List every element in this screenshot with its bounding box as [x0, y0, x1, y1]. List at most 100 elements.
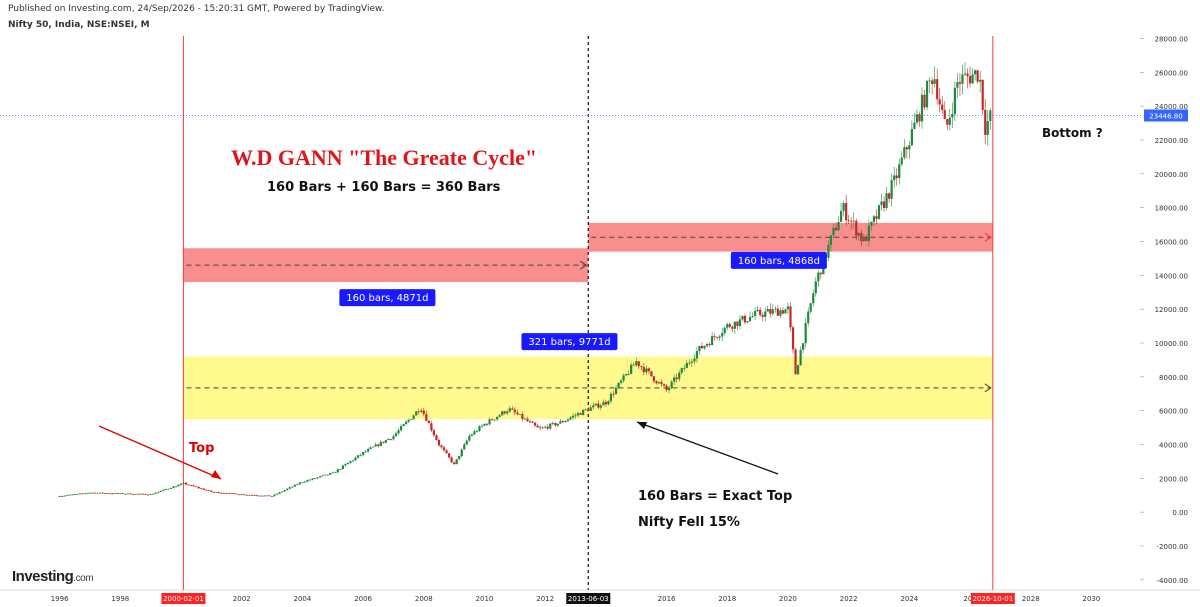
- candle-body: [769, 309, 772, 314]
- candle-body: [723, 327, 726, 334]
- candle-body: [657, 382, 661, 384]
- candle-body: [890, 180, 893, 199]
- exact-top-arrow-shaft: [636, 421, 779, 475]
- date-marker-label: 2026-10-01: [972, 595, 1013, 603]
- candle-body: [157, 491, 160, 493]
- candle-body: [531, 421, 534, 423]
- zone-arrow: [984, 383, 992, 393]
- candle-body: [931, 80, 934, 84]
- y-tick-label: 24000.00: [1155, 103, 1188, 111]
- candle-body: [986, 121, 989, 135]
- candle-body: [559, 421, 562, 424]
- exact-top-arrow-head: [637, 422, 647, 429]
- candle-body: [966, 73, 969, 77]
- candle-body: [872, 216, 876, 222]
- candle-body: [885, 193, 888, 209]
- candle-body: [503, 411, 506, 414]
- candle-body: [288, 487, 291, 489]
- candle-body: [574, 415, 577, 417]
- candle-body: [582, 409, 585, 415]
- candle-body: [490, 419, 494, 421]
- candle-body: [190, 485, 193, 486]
- y-tick-label: 18000.00: [1155, 205, 1188, 213]
- annotations-layer: 160 bars, 4871d 321 bars, 9771d 160 bars, …: [98, 126, 1103, 530]
- candle-body: [473, 431, 476, 435]
- candle-body: [943, 110, 946, 120]
- candle-body: [528, 421, 532, 423]
- candle-body: [369, 447, 372, 450]
- candle-body: [468, 435, 471, 441]
- candle-body: [837, 221, 840, 231]
- candle-body: [915, 114, 919, 123]
- candle-body: [875, 216, 878, 219]
- candle-body: [402, 424, 405, 427]
- symbol-title: Nifty 50, India, NSE:NSEI, M: [8, 20, 150, 30]
- candle-body: [356, 455, 360, 458]
- candle-body: [167, 488, 170, 490]
- candle-body: [933, 79, 936, 84]
- y-tick-label: 14000.00: [1155, 272, 1188, 280]
- measure-label-box: [730, 251, 827, 269]
- candle-body: [450, 457, 453, 463]
- candle-body: [508, 408, 511, 412]
- candle-body: [420, 410, 423, 412]
- candle-body: [460, 449, 463, 457]
- candle-body: [212, 491, 215, 493]
- candle-body: [225, 493, 228, 494]
- candle-body: [195, 486, 198, 488]
- candle-body: [303, 481, 307, 483]
- candle-body: [710, 336, 714, 346]
- candle-body: [951, 113, 954, 118]
- candle-body: [367, 449, 370, 452]
- candle-body: [276, 493, 279, 495]
- candle-body: [106, 493, 109, 494]
- y-tick-label: 8000.00: [1159, 374, 1188, 382]
- candle-body: [584, 409, 587, 411]
- candle-body: [362, 452, 365, 455]
- candle-body: [905, 147, 908, 150]
- candle-body: [498, 415, 501, 417]
- candle-body: [698, 345, 701, 352]
- axes-layer: 28000.00 26000.00 24000.00 22000.00 20000.00…: [0, 35, 1200, 604]
- x-tick-label: 1996: [51, 595, 69, 603]
- candle-body: [121, 493, 124, 494]
- candle-body: [260, 495, 264, 497]
- candle-body: [134, 493, 137, 495]
- candle-body: [948, 117, 951, 125]
- candle-body: [587, 409, 590, 411]
- candle-body: [501, 411, 504, 416]
- candle-body: [227, 492, 231, 494]
- candle-body: [791, 327, 795, 350]
- candle-body: [286, 488, 289, 491]
- candle-body: [802, 343, 805, 350]
- candle-body: [364, 451, 367, 453]
- candle-body: [685, 363, 688, 369]
- candle-body: [796, 365, 800, 375]
- candle-body: [761, 314, 764, 317]
- candle-body: [670, 381, 673, 388]
- candle-body: [245, 494, 248, 496]
- candle-body: [604, 402, 607, 405]
- candle-body: [374, 444, 377, 447]
- candle-body: [539, 427, 542, 429]
- candle-body: [278, 492, 281, 494]
- candle-body: [159, 490, 162, 492]
- candle-body: [313, 478, 317, 480]
- candle-body: [417, 411, 420, 413]
- candle-body: [870, 221, 873, 226]
- candle-body: [377, 444, 380, 446]
- candle-body: [592, 405, 595, 408]
- date-marker-label: 2013-06-03: [568, 595, 609, 603]
- candle-body: [389, 438, 393, 440]
- candle-body: [119, 493, 122, 494]
- candle-body: [359, 454, 362, 456]
- candle-body: [551, 423, 554, 424]
- candle-body: [427, 420, 430, 424]
- candle-body: [81, 493, 84, 495]
- candle-body: [695, 351, 699, 359]
- measure-label: 160 bars, 4868d: [738, 256, 820, 267]
- candle-body: [61, 496, 64, 497]
- candle-body: [488, 419, 491, 425]
- candle-body: [379, 441, 382, 446]
